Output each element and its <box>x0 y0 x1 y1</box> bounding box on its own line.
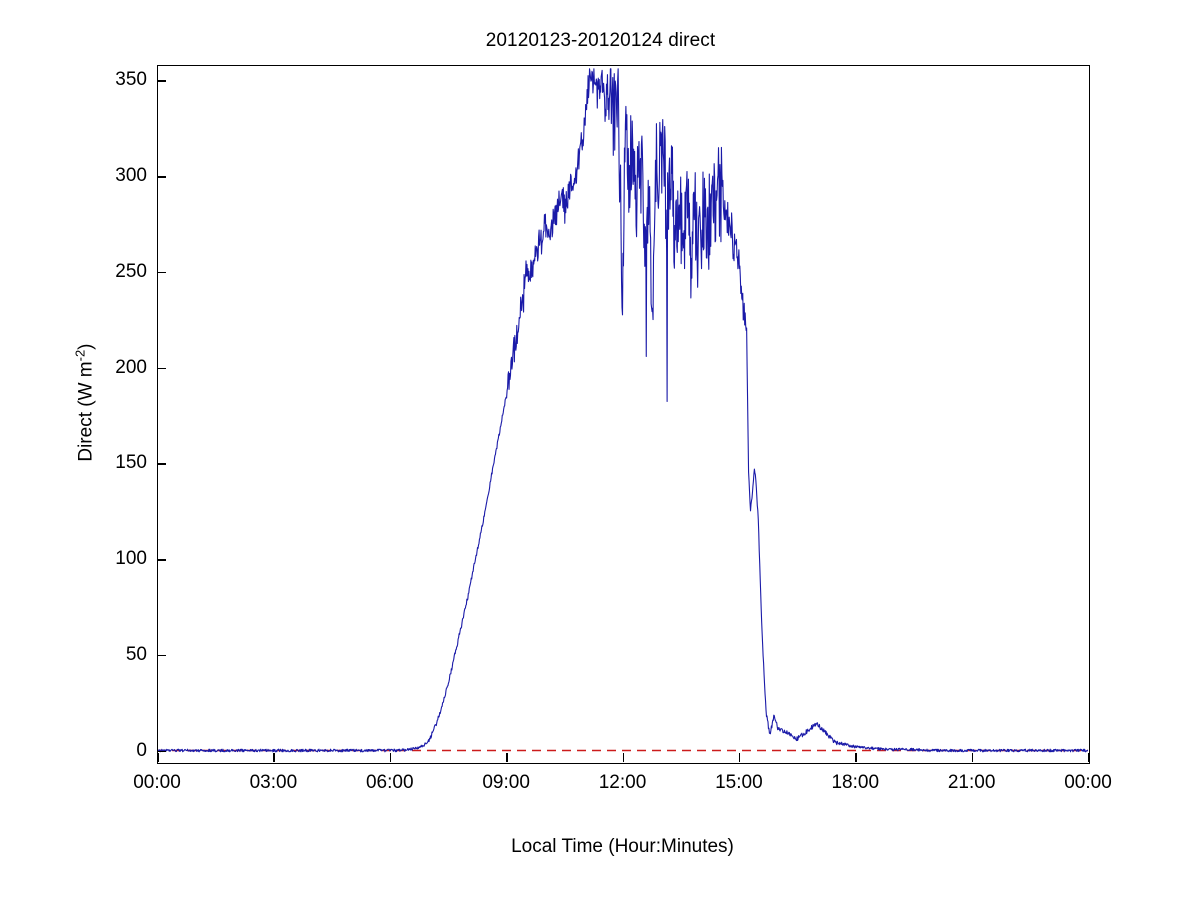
y-tick-mark <box>157 463 166 465</box>
direct-irradiance-line <box>157 68 1088 753</box>
x-tick-mark <box>389 753 392 762</box>
x-tick-label: 00:00 <box>1064 772 1112 793</box>
chart-title: 20120123-20120124 direct <box>485 30 716 51</box>
y-axis-tick-labels: 0 50 100 150 200 250 300 350 <box>85 65 147 762</box>
x-tick-label: 06:00 <box>365 772 414 793</box>
y-tick-label: 150 <box>115 452 147 474</box>
y-axis-label: Direct (W m-2) <box>72 53 97 753</box>
y-tick-mark <box>157 654 166 657</box>
y-tick-label: 350 <box>115 69 147 91</box>
x-tick-label: 15:00 <box>715 772 763 793</box>
plot-area <box>157 65 1088 762</box>
y-tick-label: 0 <box>136 739 147 761</box>
y-axis-label-text: Direct (W m <box>75 361 97 462</box>
y-tick-mark <box>157 559 166 561</box>
x-tick-label: 03:00 <box>249 772 298 793</box>
plot-svg <box>157 68 1088 753</box>
x-tick-label: 00:00 <box>133 772 181 793</box>
x-tick-mark <box>971 753 974 762</box>
y-axis-label-tail: ) <box>75 343 97 350</box>
y-tick-label: 50 <box>125 643 147 665</box>
x-tick-mark <box>506 753 508 762</box>
y-tick-mark <box>157 176 166 178</box>
x-tick-mark <box>855 753 857 762</box>
x-tick-mark <box>157 753 159 762</box>
x-tick-mark <box>1088 753 1090 762</box>
x-axis-tick-labels: 00:00 03:00 06:00 09:00 12:00 15:00 18:00 21:00… <box>133 772 1112 802</box>
x-tick-label: 21:00 <box>947 772 996 793</box>
y-tick-label: 250 <box>115 260 147 282</box>
y-tick-mark <box>157 367 166 370</box>
y-tick-mark <box>157 80 166 82</box>
x-tick-label: 12:00 <box>598 772 647 793</box>
y-tick-label: 100 <box>115 548 147 570</box>
y-tick-mark <box>157 271 166 274</box>
y-tick-label: 300 <box>115 165 147 187</box>
y-tick-mark <box>157 750 166 753</box>
x-tick-label: 18:00 <box>831 772 880 793</box>
x-axis-label: Local Time (Hour:Minutes) <box>511 836 734 857</box>
y-axis-label-exponent: -2 <box>72 349 88 362</box>
x-tick-mark <box>738 753 741 762</box>
x-tick-mark <box>273 753 275 762</box>
x-tick-label: 09:00 <box>482 772 530 793</box>
x-tick-mark <box>622 753 625 762</box>
y-tick-label: 200 <box>115 356 147 378</box>
